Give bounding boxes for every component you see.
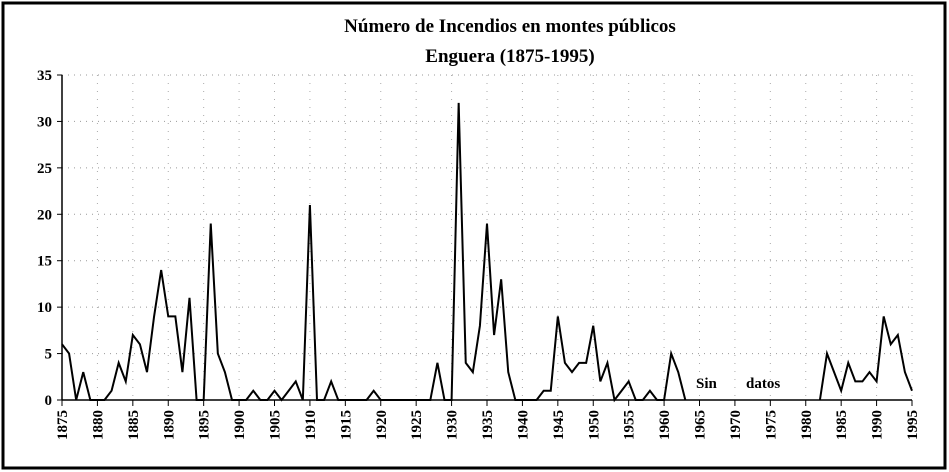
x-tick-label: 1955 (622, 410, 638, 440)
annotation: Sin (696, 376, 718, 392)
y-tick-label: 0 (45, 393, 53, 409)
x-tick-label: 1940 (515, 410, 531, 440)
y-tick-label: 35 (37, 68, 52, 84)
x-tick-label: 1950 (586, 410, 602, 440)
x-tick-label: 1945 (551, 410, 567, 440)
x-tick-label: 1915 (338, 410, 354, 440)
x-tick-label: 1970 (728, 410, 744, 440)
y-tick-label: 30 (37, 114, 52, 130)
x-tick-label: 1880 (90, 410, 106, 440)
x-tick-label: 1875 (55, 410, 71, 440)
x-tick-label: 1960 (657, 410, 673, 440)
annotation: datos (746, 376, 780, 392)
x-tick-label: 1925 (409, 410, 425, 440)
x-tick-label: 1975 (763, 410, 779, 440)
x-tick-label: 1895 (197, 410, 213, 440)
x-tick-label: 1980 (799, 410, 815, 440)
x-tick-label: 1995 (905, 410, 921, 440)
y-tick-label: 5 (45, 347, 53, 363)
chart-title: Número de Incendios en montes públicos (344, 16, 676, 37)
x-tick-label: 1885 (126, 410, 142, 440)
y-tick-label: 25 (37, 161, 52, 177)
data-line (61, 102, 913, 403)
x-tick-label: 1935 (480, 410, 496, 440)
y-tick-label: 20 (37, 207, 52, 223)
x-tick-label: 1990 (870, 410, 886, 440)
chart-subtitle: Enguera (1875-1995) (425, 46, 594, 67)
x-tick-label: 1905 (268, 410, 284, 440)
x-tick-label: 1930 (445, 410, 461, 440)
x-tick-label: 1965 (693, 410, 709, 440)
x-tick-label: 1920 (374, 410, 390, 440)
x-tick-label: 1910 (303, 410, 319, 440)
x-tick-label: 1900 (232, 410, 248, 440)
y-tick-label: 10 (37, 300, 52, 316)
y-tick-label: 15 (37, 254, 52, 270)
x-tick-label: 1890 (161, 410, 177, 440)
x-tick-label: 1985 (834, 410, 850, 440)
